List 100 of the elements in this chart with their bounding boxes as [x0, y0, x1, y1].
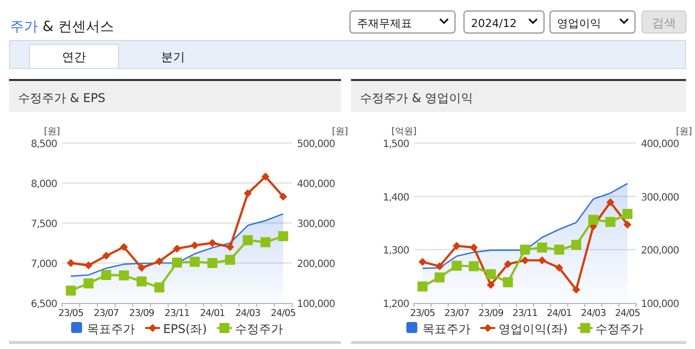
text: 영업이익 [557, 17, 601, 30]
y-tick-label: 7,500 [30, 219, 58, 230]
point [260, 237, 270, 248]
y-tick-label: 7,000 [30, 259, 58, 270]
y2-tick-label: 100,000 [641, 299, 679, 310]
point [418, 258, 427, 266]
point [622, 208, 632, 219]
point [537, 242, 548, 253]
x-tick-label: 23/05 [410, 308, 436, 319]
y-axis-title: [억원] [391, 127, 417, 137]
y2-axis-title: [원] [676, 127, 692, 137]
legend-label: 목표주가 [87, 322, 136, 336]
y-tick-label: 1,200 [382, 299, 410, 310]
point [555, 264, 564, 272]
y-tick-label: 1,300 [382, 246, 410, 257]
legend-label: 목표주가 [422, 322, 470, 336]
point [190, 256, 200, 267]
point [572, 286, 580, 294]
y-tick-label: 6,500 [30, 299, 58, 310]
legend-label: 수정주가 [234, 322, 283, 336]
point [504, 260, 512, 268]
point [226, 243, 234, 251]
x-tick-label: 24/03 [580, 308, 606, 319]
point [207, 258, 218, 268]
point [279, 192, 288, 201]
x-tick-label: 23/11 [512, 308, 538, 319]
y2-tick-label: 200,000 [641, 246, 679, 257]
point [502, 277, 513, 288]
x-tick-label: 23/07 [444, 308, 470, 319]
point [138, 264, 146, 272]
y2-tick-label: 500,000 [297, 139, 335, 150]
point [155, 257, 164, 266]
point [468, 261, 479, 272]
y2-tick-label: 400,000 [297, 179, 335, 190]
point [571, 240, 582, 250]
y2-tick-label: 400,000 [641, 139, 679, 150]
y-tick-label: 8,500 [30, 139, 58, 150]
y2-tick-label: 200,000 [297, 259, 335, 270]
text: 2024/12 [471, 17, 517, 30]
point [208, 239, 216, 247]
point [605, 216, 616, 227]
point [190, 241, 199, 250]
text: 주재무제표 [357, 17, 412, 30]
point [486, 280, 495, 289]
point [520, 244, 530, 255]
point [102, 252, 110, 260]
chart-title: 수정주가 & 영업이익 [360, 91, 473, 105]
point [434, 272, 445, 282]
point [136, 276, 147, 286]
point [118, 270, 129, 280]
x-tick-label: 24/05 [615, 308, 640, 319]
point [84, 261, 93, 270]
point [278, 231, 288, 242]
point [452, 242, 461, 250]
legend-label: 영업이익(좌) [498, 322, 568, 336]
point [436, 262, 444, 270]
y2-tick-label: 100,000 [297, 299, 335, 310]
x-tick-label: 24/03 [235, 308, 261, 319]
point [554, 244, 564, 255]
point [418, 281, 428, 292]
text: 검색 [652, 16, 676, 30]
point [154, 282, 164, 292]
chart-title: 수정주가 & EPS [18, 91, 106, 105]
x-tick-label: 23/05 [58, 308, 84, 319]
point [486, 269, 496, 280]
point [172, 258, 182, 268]
point [470, 244, 478, 252]
y-tick-label: 8,000 [30, 179, 58, 190]
point [606, 198, 614, 206]
x-tick-label: 23/07 [94, 308, 120, 319]
legend-label: 수정주가 [596, 322, 644, 336]
point [84, 278, 94, 288]
point [538, 256, 546, 264]
x-tick-label: 23/11 [164, 308, 190, 319]
legend-label: EPS(좌) [163, 322, 207, 336]
y2-axis-title: [원] [332, 127, 348, 137]
text: 연간 [62, 50, 86, 64]
point [242, 235, 253, 246]
x-tick-label: 24/01 [546, 308, 572, 319]
x-tick-label: 23/09 [478, 308, 504, 319]
y-axis-title: [원] [44, 127, 60, 137]
point [173, 244, 181, 253]
text: 분기 [161, 50, 185, 64]
point [261, 172, 270, 181]
x-tick-label: 24/01 [200, 308, 226, 319]
y-tick-label: 1,400 [382, 192, 410, 204]
text: 주가 & 컨센서스 [10, 19, 114, 35]
point [120, 243, 128, 251]
x-tick-label: 23/09 [129, 308, 155, 319]
point [588, 214, 598, 225]
point [521, 256, 529, 264]
point [101, 270, 112, 280]
point [244, 189, 252, 198]
x-tick-label: 24/05 [270, 308, 296, 319]
point [623, 220, 632, 229]
y-tick-label: 1,500 [382, 139, 410, 150]
point [225, 254, 236, 265]
point [452, 260, 462, 271]
point [66, 259, 75, 267]
y2-tick-label: 300,000 [297, 219, 335, 230]
